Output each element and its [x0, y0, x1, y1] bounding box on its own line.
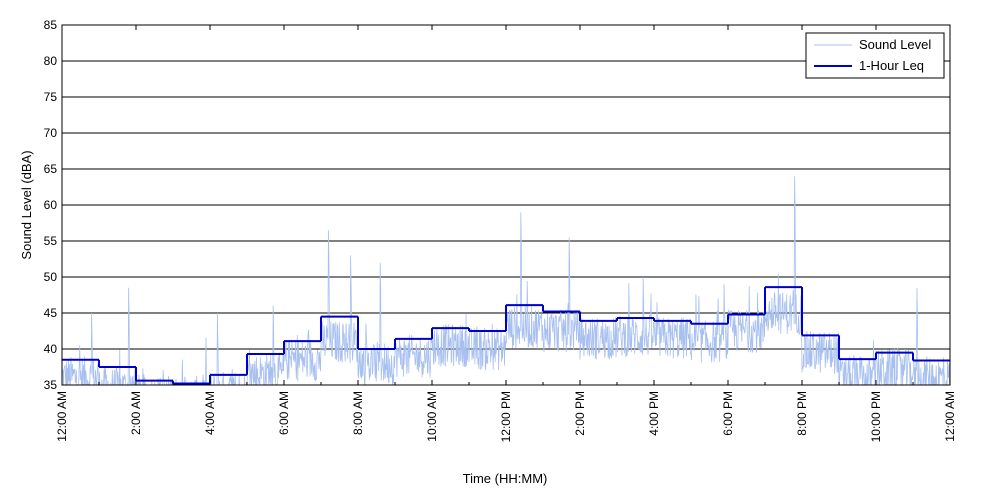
x-tick-label: 4:00 AM [203, 391, 217, 435]
x-tick-label: 6:00 AM [277, 391, 291, 435]
y-axis-label: Sound Level (dBA) [19, 150, 34, 259]
x-axis: 12:00 AM 2:00 AM 4:00 AM 6:00 AM 8:00 AM 10:0… [55, 25, 957, 442]
y-tick-label: 60 [44, 198, 58, 212]
sound-level-line [62, 176, 950, 385]
y-tick-label: 85 [44, 18, 58, 32]
x-tick-label: 10:00 AM [425, 391, 439, 442]
x-tick-label: 4:00 PM [647, 391, 661, 436]
y-tick-label: 75 [44, 90, 58, 104]
legend: Sound Level 1-Hour Leq [805, 32, 945, 79]
y-tick-label: 70 [44, 126, 58, 140]
y-axis: 35 40 45 50 55 60 65 70 75 80 85 [44, 18, 67, 392]
x-axis-label: Time (HH:MM) [463, 471, 548, 486]
x-tick-label: 12:00 AM [943, 391, 957, 442]
x-tick-label: 8:00 AM [351, 391, 365, 435]
y-tick-label: 80 [44, 54, 58, 68]
y-tick-label: 45 [44, 306, 58, 320]
x-tick-label: 12:00 PM [499, 391, 513, 442]
leq-series [62, 286, 950, 385]
x-tick-label: 2:00 PM [573, 391, 587, 436]
legend-label-leq: 1-Hour Leq [859, 58, 924, 73]
x-tick-label: 8:00 PM [795, 391, 809, 436]
y-tick-label: 40 [44, 342, 58, 356]
legend-label-sound-level: Sound Level [859, 37, 931, 52]
sound-level-series [62, 176, 950, 385]
x-tick-label: 6:00 PM [721, 391, 735, 436]
y-tick-label: 65 [44, 162, 58, 176]
y-tick-label: 50 [44, 270, 58, 284]
legend-box [805, 32, 945, 79]
x-tick-label: 12:00 AM [55, 391, 69, 442]
y-tick-label: 35 [44, 378, 58, 392]
x-tick-label: 2:00 AM [129, 391, 143, 435]
x-tick-label: 10:00 PM [869, 391, 883, 442]
y-tick-label: 55 [44, 234, 58, 248]
